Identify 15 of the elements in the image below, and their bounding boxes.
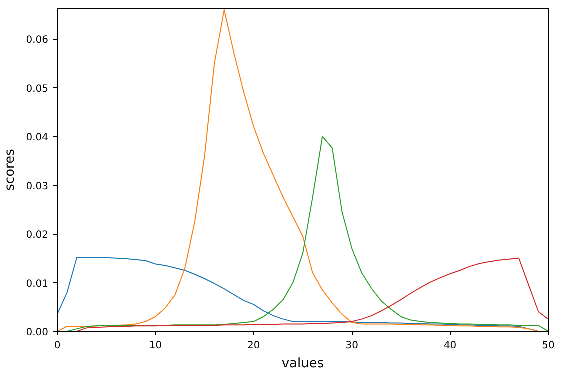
x-tick-label: 20 xyxy=(248,340,260,352)
y-axis-title: scores xyxy=(3,148,18,191)
x-tick-label: 30 xyxy=(346,340,358,352)
y-tick-label: 0.05 xyxy=(26,84,48,95)
x-tick-label: 40 xyxy=(444,340,457,352)
y-tick-label: 0.04 xyxy=(26,132,48,144)
y-tick-label: 0.06 xyxy=(26,35,48,46)
y-tick-label: 0.03 xyxy=(26,181,48,192)
x-tick-label: 10 xyxy=(149,340,162,352)
x-tick-label: 50 xyxy=(542,340,555,352)
y-tick-label: 0.01 xyxy=(26,278,48,290)
x-tick-label: 0 xyxy=(54,340,61,352)
y-tick-label: 0.02 xyxy=(26,230,48,242)
x-axis-title: values xyxy=(282,356,324,372)
y-tick-label: 0.00 xyxy=(26,328,48,338)
